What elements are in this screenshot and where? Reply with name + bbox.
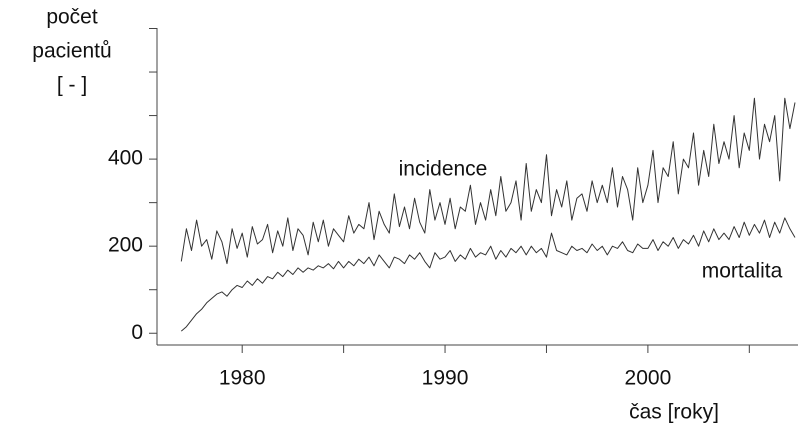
- x-tick-label: 1980: [219, 367, 266, 390]
- x-tick-label: 1990: [422, 367, 469, 390]
- series-annotation: incidence: [399, 158, 488, 181]
- x-axis-label: čas [roky]: [629, 401, 719, 424]
- series-line: [180, 217, 796, 332]
- series-annotation: mortalita: [702, 260, 783, 283]
- y-axis-label: pacientů: [32, 40, 111, 63]
- y-tick-label: 0: [131, 321, 143, 344]
- y-axis-label: [ - ]: [57, 74, 87, 97]
- series-line: [180, 97, 796, 265]
- y-axis-label: počet: [46, 6, 98, 29]
- y-tick-label: 400: [108, 147, 143, 170]
- x-tick-label: 2000: [625, 367, 672, 390]
- y-tick-label: 200: [108, 234, 143, 257]
